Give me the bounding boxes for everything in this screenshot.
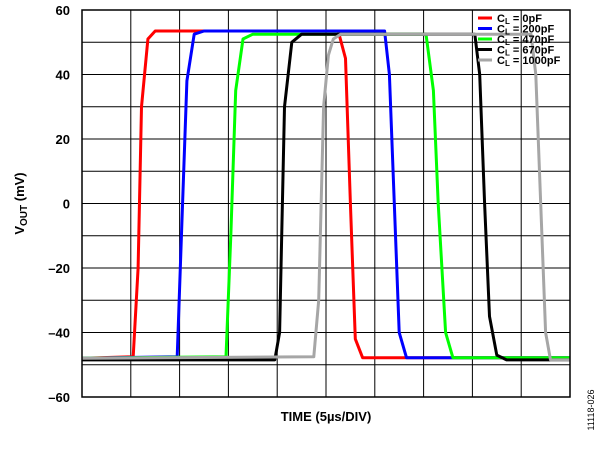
x-axis-title: TIME (5µs/DIV)	[281, 409, 372, 424]
legend-label-0: CL = 0pF	[497, 13, 542, 26]
legend-label-1: CL = 200pF	[497, 24, 554, 37]
plot-frame	[81, 9, 571, 398]
y-tick-label: –60	[48, 390, 70, 405]
grid	[82, 10, 570, 397]
series-line-4	[81, 32, 570, 362]
y-axis-title-sub: OUT	[19, 205, 30, 226]
y-tick-labels: 60 40 20 0 –20 –40 –60	[48, 3, 70, 405]
figure-code: 11118-026	[586, 389, 596, 430]
y-axis-title: VOUT (mV)	[12, 172, 30, 234]
y-tick-label: 0	[63, 197, 70, 212]
legend-label-3: CL = 670pF	[497, 45, 554, 58]
legend-label-4: CL = 1000pF	[497, 55, 561, 68]
series-line-1	[81, 29, 570, 360]
y-tick-label: 60	[56, 3, 70, 18]
y-tick-label: –20	[48, 261, 70, 276]
y-tick-label: 40	[56, 68, 70, 83]
y-tick-label: –40	[48, 326, 70, 341]
y-tick-label: 20	[56, 132, 70, 147]
series-line-0	[81, 29, 570, 360]
series-group	[81, 29, 570, 362]
y-axis-title-main: V	[12, 226, 27, 235]
legend-label-2: CL = 470pF	[497, 34, 554, 47]
y-axis-title-unit: (mV)	[12, 172, 27, 205]
